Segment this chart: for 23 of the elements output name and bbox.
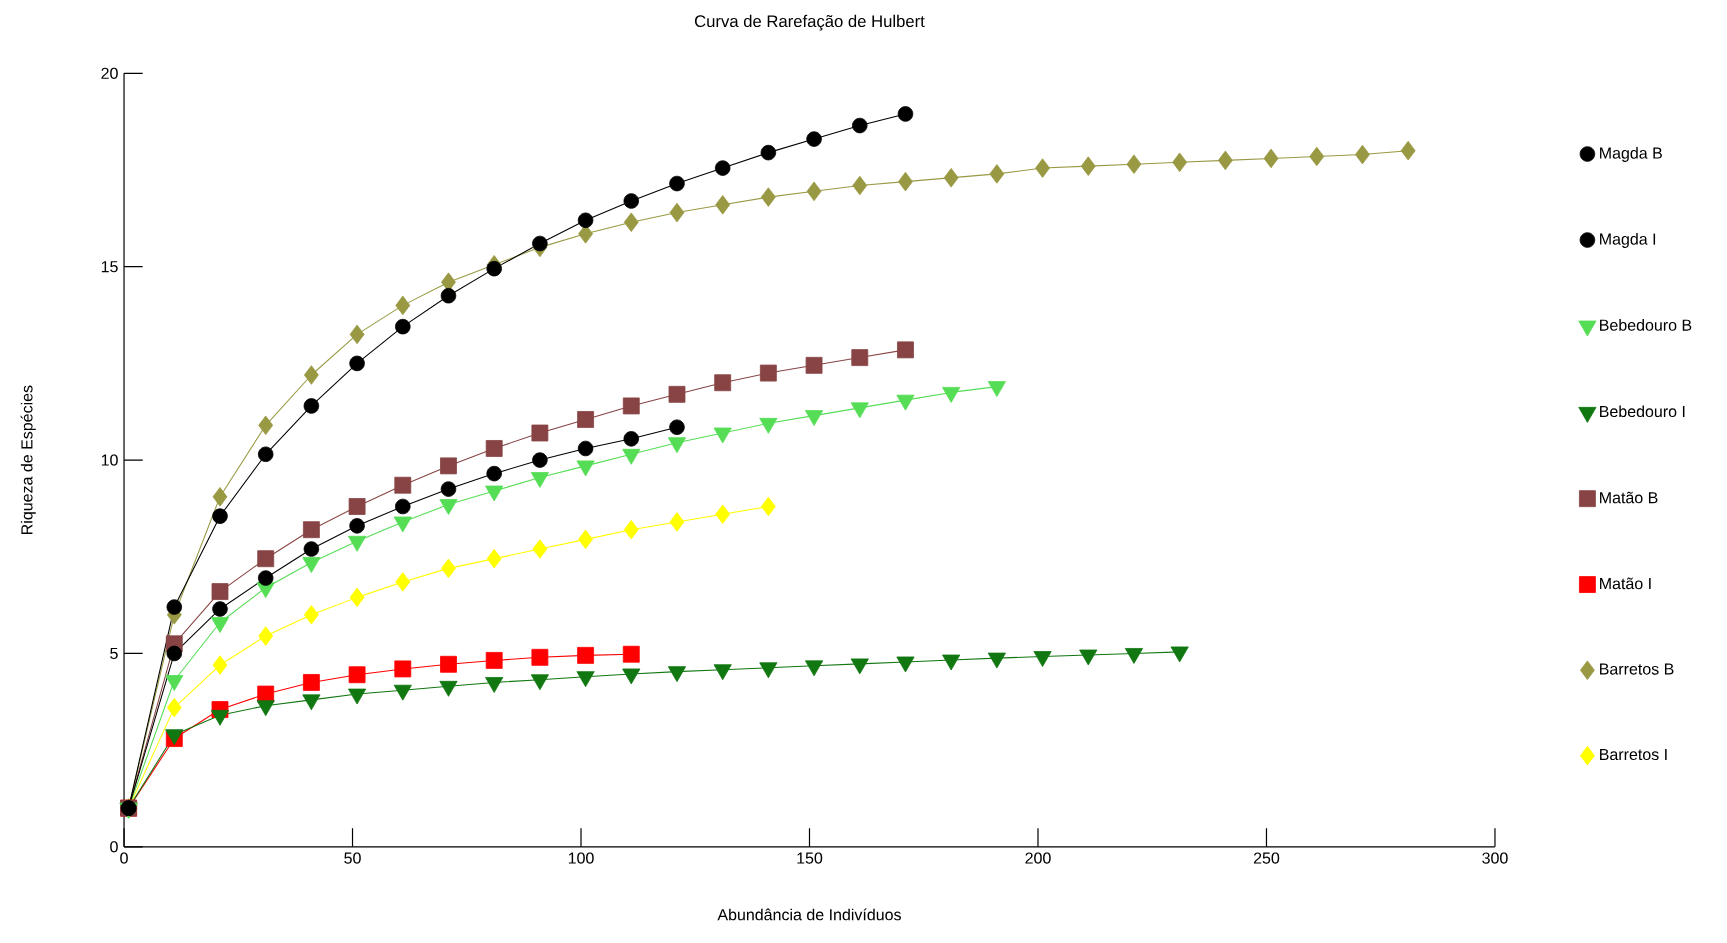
y-tick-label: 20 (101, 67, 118, 80)
y-tick-label: 5 (110, 647, 118, 660)
legend-label: Matão B (1600, 491, 1658, 504)
legend-label: Magda I (1600, 233, 1656, 249)
x-tick-label: 200 (1025, 852, 1051, 864)
legend-label: Barretos I (1600, 749, 1667, 761)
legend-label: Bebedouro I (1600, 405, 1685, 418)
x-tick-label: 100 (568, 852, 594, 864)
y-axis-title: Riqueza de Espécies (20, 385, 36, 535)
legend-label: Bebedouro B (1600, 319, 1692, 331)
x-tick-label: 50 (344, 852, 361, 864)
chart-title: Curva de Rarefação de Hulbert (694, 14, 925, 31)
x-tick-label: 0 (120, 852, 128, 864)
x-tick-label: 250 (1253, 852, 1280, 864)
y-tick-label: 0 (110, 841, 118, 853)
y-tick-label: 15 (101, 261, 118, 273)
legend-label: Matão I (1600, 577, 1651, 590)
y-tick-label: 10 (101, 454, 118, 466)
legend-label: Barretos B (1600, 663, 1674, 675)
x-axis-title: Abundância de Indivíduos (717, 908, 901, 921)
x-tick-label: 300 (1482, 852, 1508, 864)
legend-label: Magda B (1600, 147, 1662, 163)
x-tick-label: 150 (797, 852, 823, 864)
